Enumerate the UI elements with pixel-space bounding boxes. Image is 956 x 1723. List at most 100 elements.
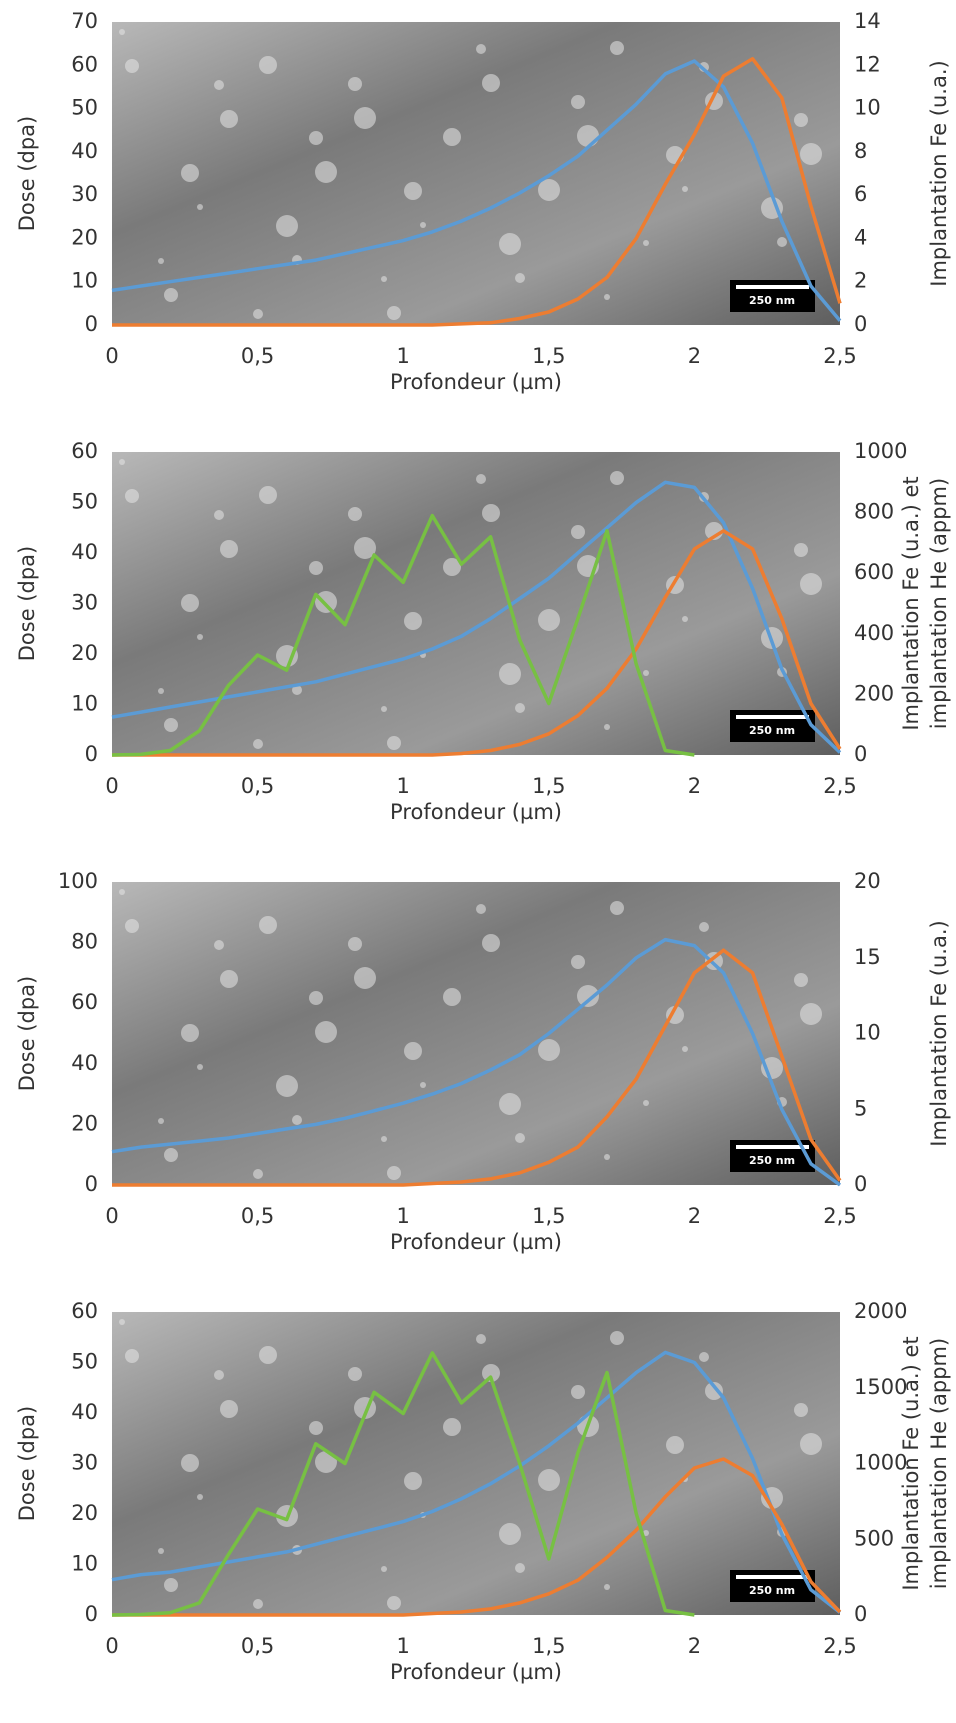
y-tick-label: 40: [71, 540, 98, 564]
cavity: [482, 934, 500, 952]
y2-tick-label: 15: [854, 945, 881, 969]
cavity: [404, 182, 422, 200]
cavity: [420, 222, 426, 228]
y-axis-label: Dose (dpa): [15, 1406, 39, 1521]
cavity: [682, 616, 688, 622]
cavity: [571, 95, 585, 109]
micrograph: [112, 452, 840, 755]
cavity: [315, 1021, 337, 1043]
cavity: [181, 1454, 199, 1472]
cavity: [348, 77, 362, 91]
y2-axis-label: Implantation Fe (u.a.) et: [899, 1336, 923, 1590]
cavity: [643, 1530, 649, 1536]
cavity: [197, 204, 203, 210]
micrograph: [112, 882, 840, 1185]
cavity: [404, 1042, 422, 1060]
cavity: [420, 1082, 426, 1088]
x-tick-label: 2: [688, 344, 701, 368]
cavity: [292, 685, 302, 695]
cavity: [259, 1346, 277, 1364]
cavity: [164, 718, 178, 732]
cavity: [604, 724, 610, 730]
y2-tick-label: 5: [854, 1096, 867, 1120]
y2-tick-label: 1000: [854, 1451, 907, 1475]
cavity: [538, 179, 560, 201]
y2-axis-label: implantation He (appm): [927, 478, 951, 729]
cavity: [515, 703, 525, 713]
cavity: [253, 1169, 263, 1179]
y2-tick-label: 20: [854, 869, 881, 893]
cavity: [610, 1331, 624, 1345]
cavity: [164, 288, 178, 302]
y2-axis-label: Implantation Fe (u.a.): [927, 60, 951, 286]
y2-tick-label: 6: [854, 182, 867, 206]
cavity: [404, 612, 422, 630]
cavity: [197, 634, 203, 640]
series-line: [111, 480, 842, 754]
cavity: [794, 1403, 808, 1417]
cavity: [515, 1133, 525, 1143]
y2-tick-label: 0: [854, 1602, 867, 1626]
cavity: [214, 80, 224, 90]
x-tick-label: 0,5: [241, 1634, 274, 1658]
cavity: [158, 1548, 164, 1554]
cavity: [354, 967, 376, 989]
cavity: [119, 1319, 125, 1325]
cavity: [794, 973, 808, 987]
y-tick-label: 50: [71, 490, 98, 514]
cavity: [404, 1472, 422, 1490]
cavity: [158, 258, 164, 264]
x-axis-label: Profondeur (µm): [390, 800, 562, 824]
y2-tick-label: 4: [854, 225, 867, 249]
cavity: [354, 107, 376, 129]
cavity: [220, 110, 238, 128]
cavity: [387, 306, 401, 320]
y-tick-label: 100: [58, 869, 98, 893]
y2-tick-label: 0: [854, 1172, 867, 1196]
cavity: [482, 504, 500, 522]
series-line: [112, 948, 842, 1187]
cavity: [381, 1566, 387, 1572]
cavity: [315, 161, 337, 183]
x-axis-label: Profondeur (µm): [390, 370, 562, 394]
cavity: [197, 1064, 203, 1070]
x-tick-label: 2: [688, 774, 701, 798]
y-tick-label: 40: [71, 1051, 98, 1075]
y2-tick-label: 600: [854, 560, 894, 584]
cavity: [604, 1154, 610, 1160]
cavity: [476, 1334, 486, 1344]
y-tick-label: 30: [71, 1451, 98, 1475]
y-tick-label: 0: [85, 1602, 98, 1626]
cavity: [604, 294, 610, 300]
cavity: [499, 663, 521, 685]
cavity: [220, 970, 238, 988]
scale-bar-label: 250 nm: [749, 1154, 795, 1167]
y2-tick-label: 0: [854, 742, 867, 766]
y2-axis-label: Implantation Fe (u.a.): [927, 920, 951, 1146]
y2-tick-label: 10: [854, 96, 881, 120]
y2-tick-label: 1000: [854, 439, 907, 463]
cavity: [577, 985, 599, 1007]
y-tick-label: 10: [71, 269, 98, 293]
y2-tick-label: 200: [854, 681, 894, 705]
y-tick-label: 60: [71, 1299, 98, 1323]
cavity: [253, 739, 263, 749]
x-tick-label: 2,5: [823, 344, 856, 368]
micrograph: [112, 22, 840, 325]
series-line: [111, 1351, 695, 1617]
cavity: [309, 1421, 323, 1435]
cavity: [214, 510, 224, 520]
cavity: [794, 113, 808, 127]
cavity: [666, 1436, 684, 1454]
x-tick-label: 0,5: [241, 774, 274, 798]
y-tick-label: 20: [71, 641, 98, 665]
cavity: [800, 1433, 822, 1455]
cavity: [253, 1599, 263, 1609]
y-tick-label: 50: [71, 1350, 98, 1374]
y-axis-label: Dose (dpa): [15, 116, 39, 231]
y-tick-label: 30: [71, 182, 98, 206]
cavity: [443, 128, 461, 146]
cavity: [348, 507, 362, 521]
cavity: [381, 1136, 387, 1142]
